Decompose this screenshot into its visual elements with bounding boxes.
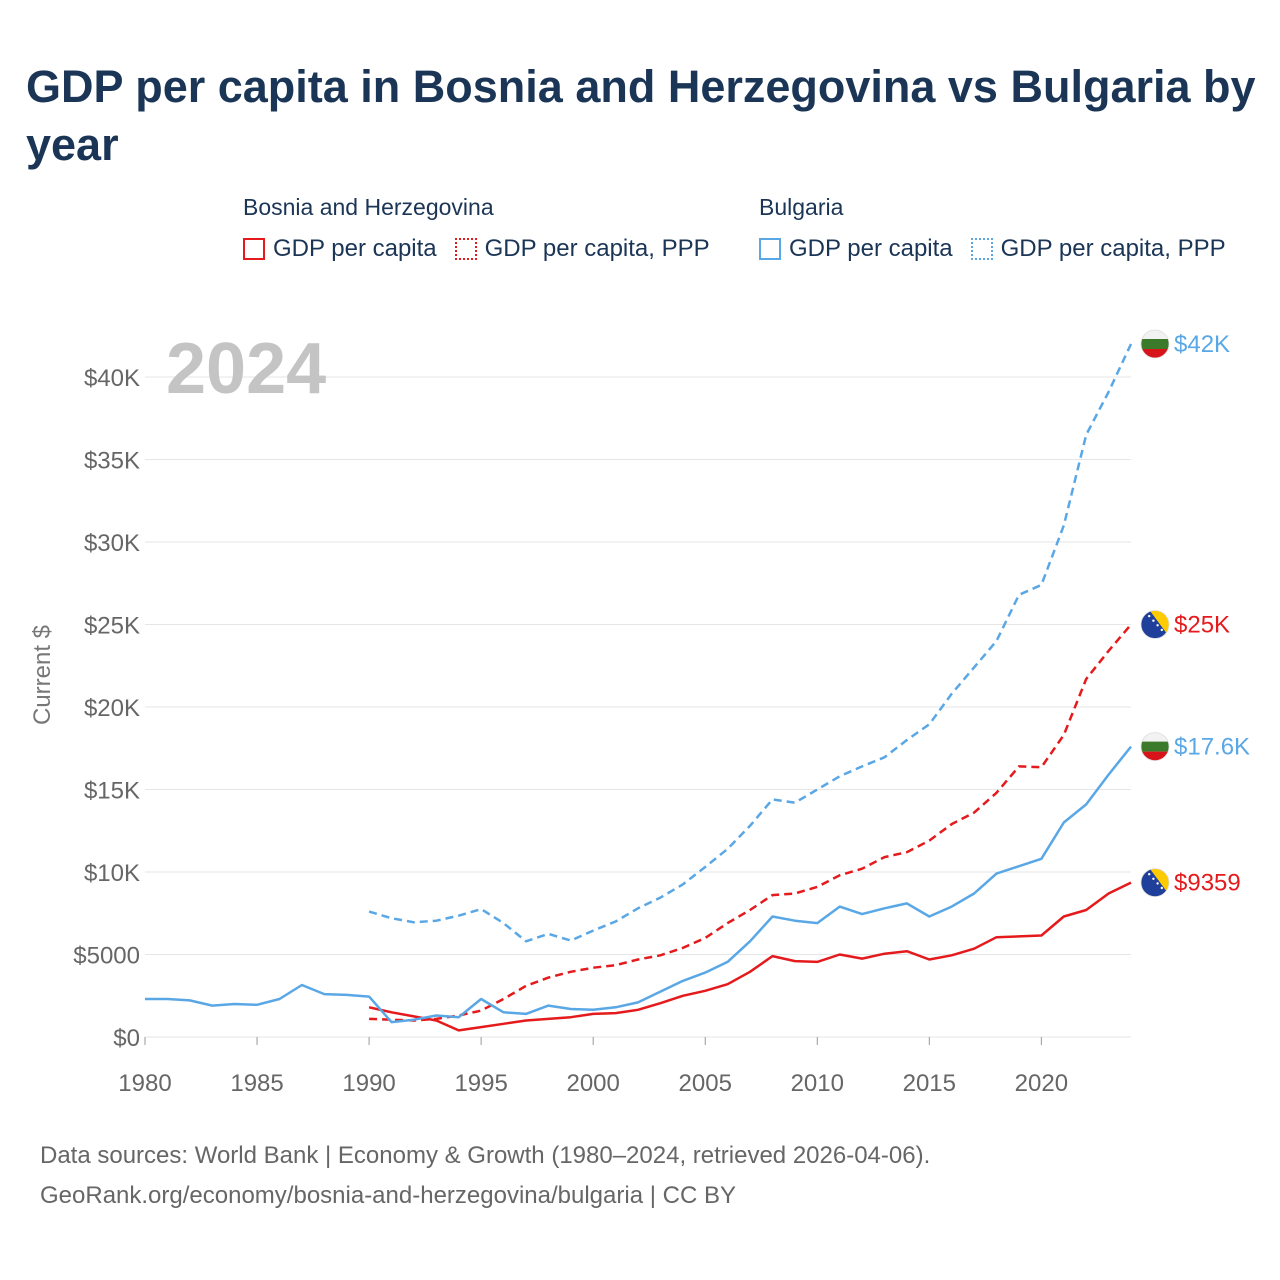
legend-item-label: GDP per capita <box>273 235 437 262</box>
legend-item-label: GDP per capita <box>789 235 953 262</box>
y-axis-title: Current $ <box>29 625 56 725</box>
bosnia-flag-icon <box>1141 610 1169 639</box>
end-marker <box>1140 329 1170 359</box>
legend-group-name: Bulgaria <box>759 194 844 220</box>
y-tick-label: $5000 <box>73 943 140 970</box>
end-value-label: $42K <box>1174 331 1230 358</box>
end-value-label: $17.6K <box>1174 734 1250 761</box>
series-line-0[interactable] <box>368 881 1132 1032</box>
x-tick-label: 1985 <box>230 1070 283 1097</box>
y-tick-label: $30K <box>84 530 140 557</box>
bulgaria-flag-icon <box>1141 330 1169 358</box>
legend-swatch-solid <box>243 238 265 260</box>
bosnia-flag-icon <box>1141 868 1169 897</box>
footer-sources: Data sources: World Bank | Economy & Gro… <box>40 1142 931 1169</box>
end-value-label: $9359 <box>1174 870 1241 897</box>
legend-item-bosnia-gdp-ppp[interactable]: GDP per capita, PPP <box>454 235 710 263</box>
legend-swatch-solid <box>759 238 781 260</box>
y-tick-label: $0 <box>113 1025 140 1052</box>
year-watermark: 2024 <box>166 329 326 409</box>
axes: $0 $5000 $10K $15K $20K $25K $30K $35K $40K 1980 1… <box>73 365 1068 1097</box>
footer-url[interactable]: GeoRank.org/economy/bosnia-and-herzegovi… <box>40 1182 736 1209</box>
legend-item-label: GDP per capita, PPP <box>484 235 710 262</box>
legend-group-bulgaria: Bulgaria GDP per capita GDP per capita, … <box>759 194 1226 263</box>
bulgaria-flag-icon <box>1141 732 1169 761</box>
x-tick-label: 1995 <box>454 1070 507 1097</box>
y-tick-label: $15K <box>84 778 140 805</box>
legend-item-bosnia-gdp[interactable]: GDP per capita <box>243 235 437 263</box>
end-marker <box>1140 732 1170 761</box>
y-tick-label: $25K <box>84 613 140 640</box>
end-value-label: $25K <box>1174 612 1230 639</box>
legend-swatch-dotted <box>970 238 993 260</box>
y-tick-label: $35K <box>84 448 140 475</box>
legend-item-bulgaria-gdp[interactable]: GDP per capita <box>759 235 953 263</box>
series-line-3[interactable] <box>368 343 1133 943</box>
x-tick-label: 2010 <box>791 1070 844 1097</box>
x-tick-label: 2015 <box>903 1070 956 1097</box>
end-marker <box>1140 868 1170 897</box>
x-tick-label: 2000 <box>566 1070 619 1097</box>
x-tick-label: 2005 <box>679 1070 732 1097</box>
legend-swatch-dotted <box>454 238 477 260</box>
legend-group-bosnia: Bosnia and Herzegovina GDP per capita GD… <box>243 194 710 263</box>
footer: Data sources: World Bank | Economy & Gro… <box>40 1136 930 1216</box>
y-tick-label: $20K <box>84 695 140 722</box>
series-line-1[interactable] <box>369 623 1132 1022</box>
y-tick-label: $40K <box>84 365 140 392</box>
legend-item-label: GDP per capita, PPP <box>1000 235 1226 262</box>
page-title: GDP per capita in Bosnia and Herzegovina… <box>26 61 1256 170</box>
x-tick-label: 1980 <box>118 1070 171 1097</box>
y-tick-label: $10K <box>84 860 140 887</box>
series-line-2[interactable] <box>145 745 1132 1024</box>
x-tick-label: 2020 <box>1015 1070 1068 1097</box>
legend-group-name: Bosnia and Herzegovina <box>243 194 494 220</box>
legend-item-bulgaria-gdp-ppp[interactable]: GDP per capita, PPP <box>970 235 1226 263</box>
series <box>145 343 1133 1032</box>
end-marker <box>1140 610 1170 639</box>
end-markers: $9359 $25K $17.6K $42K <box>1140 329 1250 897</box>
grid <box>145 376 1131 1038</box>
x-tick-label: 1990 <box>342 1070 395 1097</box>
